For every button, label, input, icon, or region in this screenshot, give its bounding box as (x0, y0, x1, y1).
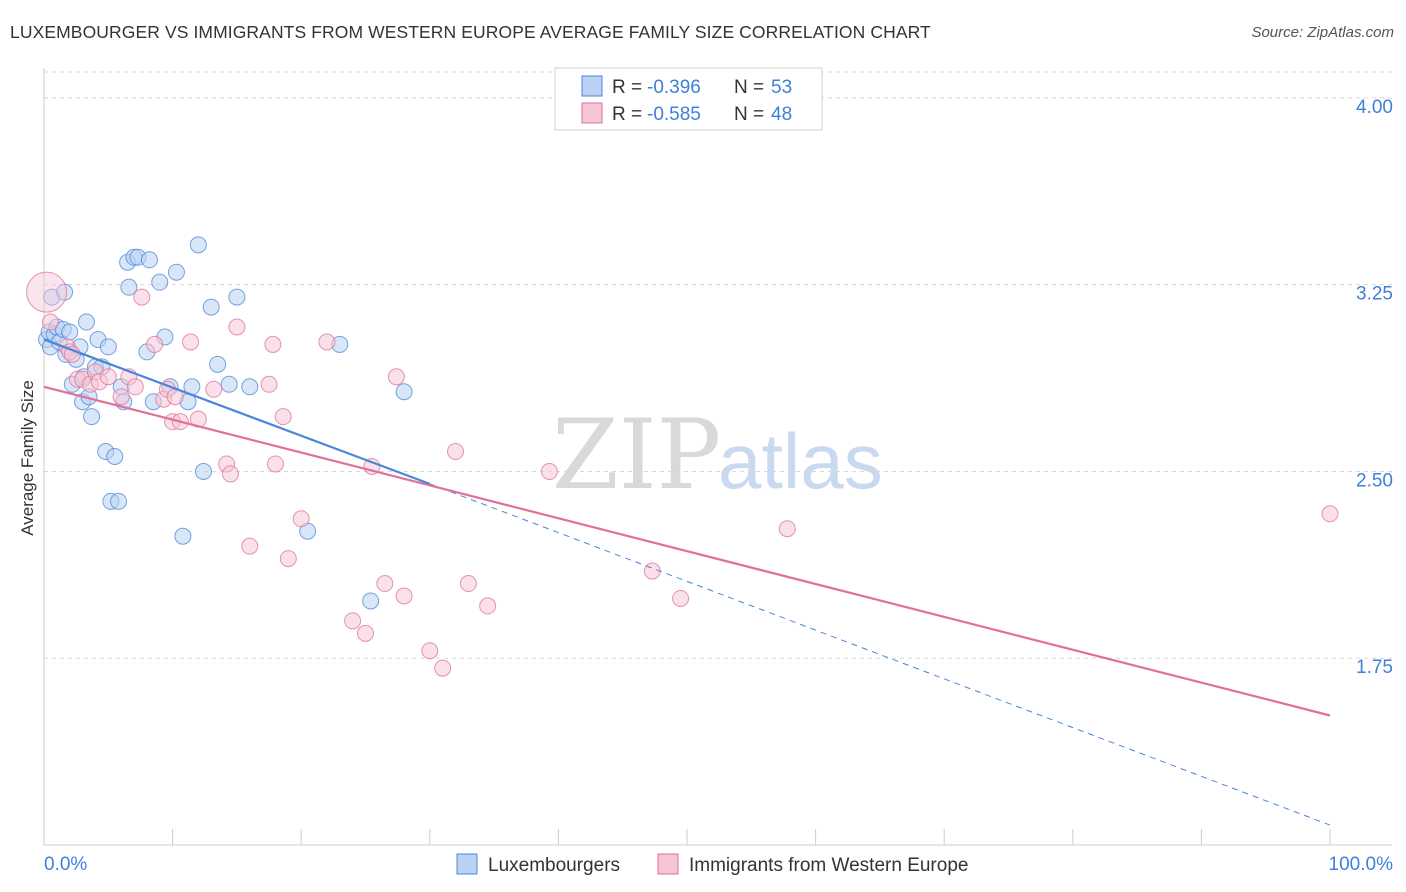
stats-legend-r-label: R = (612, 77, 642, 98)
point-luxembourgers (220, 375, 238, 393)
point-immigrants (292, 510, 310, 528)
stats-legend-r-value: -0.585 (647, 104, 701, 125)
point-immigrants (221, 465, 239, 483)
point-immigrants (672, 589, 690, 607)
y-tick-label: 1.75 (1356, 657, 1393, 678)
point-immigrants (205, 380, 223, 398)
point-luxembourgers (194, 462, 212, 480)
point-luxembourgers (61, 323, 79, 341)
point-immigrants (318, 333, 336, 351)
trend-extension-luxembourgers (429, 483, 1331, 826)
point-immigrants (274, 408, 292, 426)
point-immigrants (434, 659, 452, 677)
point-luxembourgers (202, 298, 220, 316)
stats-legend-n-label: N = (734, 104, 764, 125)
point-immigrants (387, 368, 405, 386)
point-immigrants (279, 550, 297, 568)
point-immigrants (241, 537, 259, 555)
point-luxembourgers (106, 448, 124, 465)
axes (43, 68, 1392, 846)
stats-legend-r-value: -0.396 (647, 77, 701, 98)
point-immigrants (146, 335, 164, 353)
point-immigrants (447, 443, 465, 461)
point-luxembourgers (110, 492, 128, 510)
stats-legend-n-value: 48 (771, 104, 792, 125)
x-tick-label-max: 100.0% (1329, 854, 1394, 875)
y-tick-label: 2.50 (1356, 470, 1393, 491)
point-luxembourgers (99, 338, 117, 356)
point-luxembourgers (167, 263, 185, 281)
point-immigrants (266, 455, 284, 473)
point-luxembourgers (140, 251, 158, 269)
point-luxembourgers (83, 408, 101, 426)
point-immigrants (228, 318, 246, 336)
y-tick-label: 4.00 (1356, 97, 1393, 118)
point-immigrants (540, 462, 558, 480)
trend-line-immigrants (43, 385, 1331, 717)
point-luxembourgers (241, 378, 259, 396)
legend-label-luxembourgers: Luxembourgers (488, 855, 620, 876)
trend-lines (43, 338, 1331, 826)
stats-legend-n-label: N = (734, 77, 764, 98)
point-immigrants (344, 612, 362, 630)
point-immigrants (376, 575, 394, 593)
legend-swatch-immigrants (657, 853, 679, 875)
watermark: ZIP atlas (552, 399, 883, 511)
point-immigrants (41, 313, 59, 331)
point-luxembourgers (120, 278, 138, 296)
legend-label-immigrants: Immigrants from Western Europe (689, 855, 968, 876)
point-immigrants (133, 288, 151, 306)
point-luxembourgers (209, 355, 227, 373)
gridlines (44, 71, 1392, 659)
source-credit: Source: ZipAtlas.com (1251, 24, 1394, 41)
y-tick-label: 3.25 (1356, 284, 1393, 305)
stats-legend-swatch-immigrants (581, 102, 603, 124)
point-immigrants (112, 388, 130, 406)
point-immigrants (1321, 505, 1339, 523)
stats-legend: R = -0.396 N = 53 R = -0.585 N = 48 (554, 67, 823, 131)
y-tick-labels: 1.75 2.50 3.25 4.00 (1356, 97, 1393, 678)
x-ticks (43, 829, 1331, 845)
point-immigrants (182, 333, 200, 351)
point-immigrants (260, 375, 278, 393)
series-luxembourgers-points (38, 236, 413, 610)
watermark-zip: ZIP (552, 399, 721, 511)
point-luxembourgers (174, 527, 192, 545)
stats-legend-n-value: 53 (771, 77, 792, 98)
point-immigrants (99, 368, 117, 386)
point-luxembourgers (189, 236, 207, 254)
point-immigrants (778, 520, 796, 538)
x-tick-label-min: 0.0% (44, 854, 87, 875)
point-immigrants (421, 642, 439, 660)
point-immigrants (479, 597, 497, 615)
legend-swatch-luxembourgers (456, 853, 478, 875)
point-luxembourgers (228, 288, 246, 306)
point-immigrants (126, 378, 144, 396)
point-immigrants (643, 562, 661, 580)
point-luxembourgers (77, 313, 95, 331)
y-axis-title: Average Family Size (18, 380, 37, 536)
series-legend: Luxembourgers Immigrants from Western Eu… (456, 853, 968, 876)
point-immigrants (459, 575, 477, 593)
point-luxembourgers (395, 383, 413, 401)
point-luxembourgers (362, 592, 380, 610)
point-luxembourgers (151, 273, 169, 291)
point-immigrants (357, 624, 374, 642)
watermark-atlas: atlas (718, 417, 883, 505)
point-immigrants (395, 587, 413, 605)
trend-line-luxembourgers (43, 338, 431, 485)
point-immigrants (264, 335, 282, 353)
stats-legend-swatch-luxembourgers (581, 75, 603, 97)
chart-title: LUXEMBOURGER VS IMMIGRANTS FROM WESTERN … (10, 22, 931, 42)
point-immigrants (26, 271, 68, 313)
stats-legend-r-label: R = (612, 104, 642, 125)
